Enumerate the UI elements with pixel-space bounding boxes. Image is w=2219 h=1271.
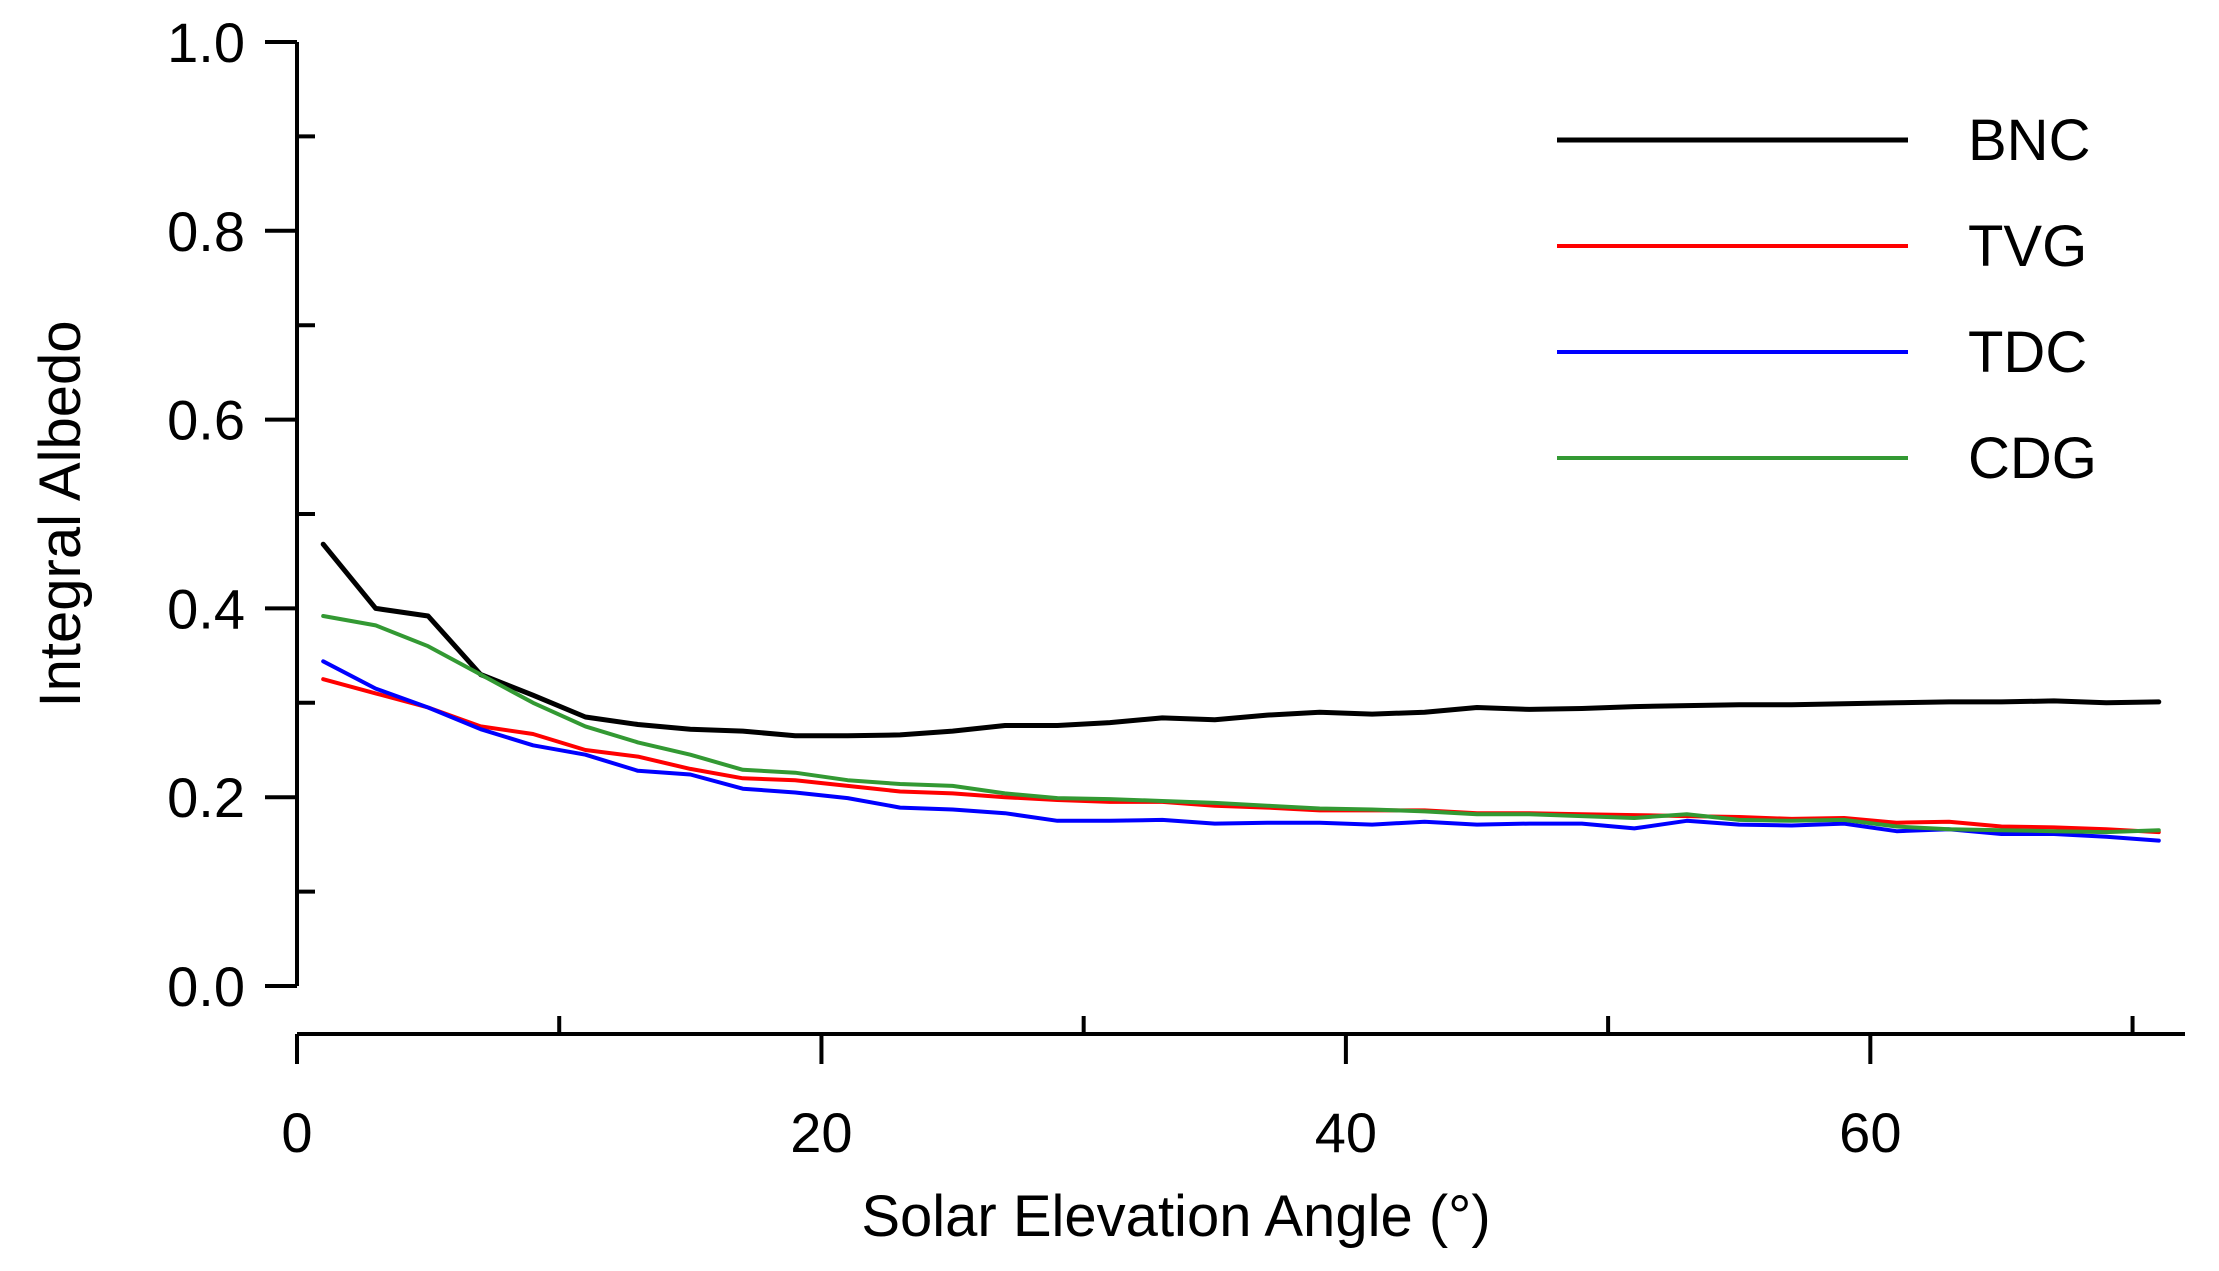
series-line-tdc	[321, 659, 2161, 843]
y-tick-label: 1.0	[167, 11, 245, 74]
y-tick-label: 0.4	[167, 577, 245, 640]
y-tick-label: 0.2	[167, 766, 245, 829]
y-axis-ticks: 0.0 0.2 0.4 0.6 0.8 1.0	[167, 11, 315, 1018]
legend-label-tvg: TVG	[1968, 214, 2087, 279]
series-line-bnc	[320, 541, 2162, 739]
series-line-tvg	[321, 677, 2161, 835]
x-axis-ticks: 0 20 40 60	[281, 1016, 2135, 1164]
x-axis-title: Solar Elevation Angle (°)	[861, 1184, 1490, 1249]
x-tick-label: 40	[1315, 1101, 1377, 1164]
y-tick-label: 0.0	[167, 955, 245, 1018]
series-lines	[320, 541, 2162, 843]
x-tick-label: 0	[281, 1101, 312, 1164]
legend-label-tdc: TDC	[1968, 320, 2087, 385]
x-tick-label: 20	[790, 1101, 852, 1164]
y-tick-label: 0.8	[167, 200, 245, 263]
legend: BNC TVG TDC CDG	[1557, 108, 2097, 491]
y-tick-label: 0.6	[167, 389, 245, 452]
y-axis-title: Integral Albedo	[28, 321, 93, 708]
series-line-cdg	[321, 614, 2161, 835]
axes	[295, 42, 2185, 1036]
legend-label-bnc: BNC	[1968, 108, 2090, 173]
x-tick-label: 60	[1839, 1101, 1901, 1164]
legend-label-cdg: CDG	[1968, 426, 2097, 491]
